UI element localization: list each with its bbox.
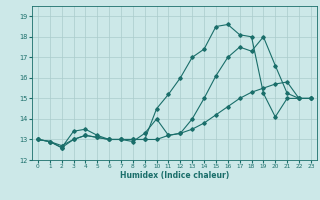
X-axis label: Humidex (Indice chaleur): Humidex (Indice chaleur) [120,171,229,180]
